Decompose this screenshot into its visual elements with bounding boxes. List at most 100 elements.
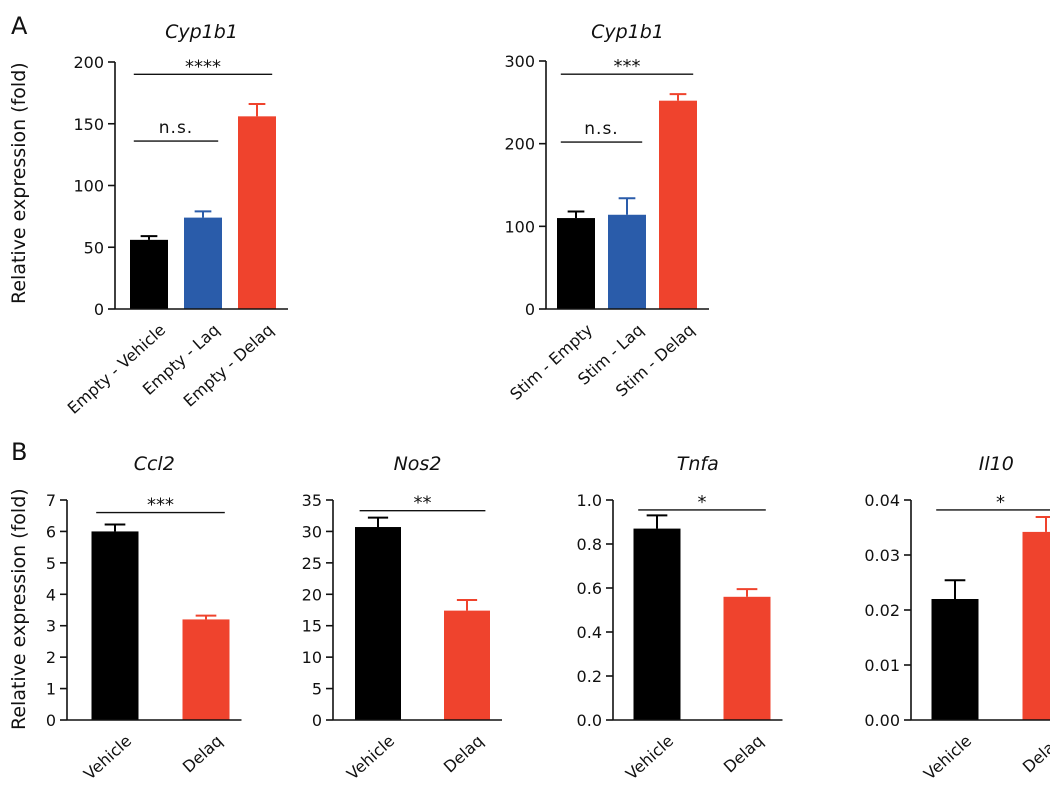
y-tick-label: 0 (94, 300, 104, 319)
error-bar (249, 104, 266, 116)
y-tick-label: 0.4 (577, 623, 602, 642)
panel-a-y-axis-label: Relative expression (fold) (8, 64, 32, 304)
bar-stim-laq (608, 215, 646, 309)
x-tick-label: Delaq (1019, 731, 1050, 776)
significance-label: n.s. (584, 119, 618, 139)
error-bar (568, 211, 585, 218)
y-tick-label: 0 (525, 300, 535, 319)
x-tick-label: Vehicle (80, 731, 135, 782)
y-tick-label: 3 (46, 617, 56, 636)
y-tick-label: 4 (46, 585, 56, 604)
panel-b-y-axis-label: Relative expression (fold) (8, 490, 32, 730)
error-bar (945, 580, 966, 599)
chart-title: Cyp1b1 (165, 21, 238, 43)
error-bar (141, 236, 158, 240)
bar-delaq (444, 611, 490, 720)
y-tick-label: 200 (73, 53, 104, 72)
y-tick-label: 7 (46, 491, 56, 510)
y-tick-label: 0 (46, 711, 56, 730)
chart-3: Ccl2 0 1 2 3 4 5 6 7 Vehicle Delaq *** (46, 453, 242, 782)
chart-6: Il10 0.00 0.01 0.02 0.03 0.04 Vehicle Delaq * (864, 453, 1050, 782)
bar-stim-empty (557, 218, 595, 309)
significance-label: *** (614, 56, 641, 77)
significance-label: *** (147, 495, 174, 516)
y-tick-label: 0.6 (577, 579, 602, 598)
y-tick-label: 5 (46, 554, 56, 573)
y-tick-label: 0.2 (577, 667, 602, 686)
y-tick-label: 0.00 (864, 711, 900, 730)
y-tick-label: 6 (46, 522, 56, 541)
error-bar (105, 525, 126, 532)
x-tick-label: Delaq (720, 731, 767, 776)
chart-title: Ccl2 (134, 453, 175, 475)
y-tick-label: 10 (302, 648, 322, 667)
x-tick-label: Delaq (440, 731, 487, 776)
y-tick-label: 100 (73, 177, 104, 196)
y-tick-label: 5 (312, 680, 322, 699)
error-bar (647, 515, 668, 528)
chart-title: Tnfa (677, 453, 719, 475)
bar-delaq (183, 619, 230, 720)
bar-empty-vehicle (130, 240, 168, 309)
significance-label: * (996, 492, 1005, 513)
y-tick-label: 150 (73, 115, 104, 134)
error-bar (737, 589, 758, 597)
x-tick-label: Vehicle (622, 731, 677, 782)
x-tick-label: Vehicle (343, 731, 398, 782)
bar-vehicle (92, 531, 139, 720)
y-tick-label: 0.0 (577, 711, 602, 730)
error-bar (670, 94, 687, 101)
y-tick-label: 0.8 (577, 535, 602, 554)
x-tick-label: Empty - Vehicle (64, 320, 169, 418)
error-bar (196, 616, 217, 620)
chart-4: Nos2 0 5 10 15 20 25 30 35 Vehicle Delaq ** (302, 453, 502, 782)
y-tick-label: 0.02 (864, 601, 900, 620)
bar-empty-laq (184, 218, 222, 309)
error-bar (457, 600, 477, 611)
y-tick-label: 2 (46, 648, 56, 667)
chart-title: Cyp1b1 (591, 21, 664, 43)
significance-label: * (698, 492, 707, 513)
bar-empty-delaq (238, 116, 276, 309)
bar-delaq (1023, 532, 1050, 720)
chart-title: Nos2 (394, 453, 442, 475)
y-tick-label: 0.03 (864, 546, 900, 565)
significance-label: n.s. (159, 118, 193, 138)
error-bar (368, 518, 388, 527)
y-tick-label: 300 (504, 52, 535, 71)
x-tick-label: Vehicle (920, 731, 975, 782)
y-tick-label: 100 (504, 217, 535, 236)
chart-title: Il10 (979, 453, 1014, 475)
error-bar (619, 198, 636, 215)
y-tick-label: 35 (302, 491, 322, 510)
y-tick-label: 50 (84, 238, 104, 257)
y-tick-label: 1.0 (577, 491, 602, 510)
y-tick-label: 1 (46, 680, 56, 699)
bar-vehicle (932, 599, 979, 720)
bar-stim-delaq (659, 101, 697, 309)
bar-vehicle (355, 527, 401, 720)
y-tick-label: 0.04 (864, 491, 900, 510)
significance-label: **** (185, 56, 221, 77)
y-tick-label: 200 (504, 135, 535, 154)
y-tick-label: 0 (312, 711, 322, 730)
x-tick-label: Delaq (179, 731, 226, 776)
y-tick-label: 20 (302, 585, 322, 604)
x-tick-label: Stim - Empty (506, 320, 596, 404)
error-bar (195, 211, 212, 217)
panel-letter-a: A (11, 12, 27, 40)
y-tick-label: 15 (302, 617, 322, 636)
significance-label: ** (414, 493, 432, 514)
error-bar (1036, 517, 1050, 532)
y-tick-label: 25 (302, 554, 322, 573)
panel-letter-b: B (11, 438, 27, 466)
y-tick-label: 0.01 (864, 656, 900, 675)
y-tick-label: 30 (302, 522, 322, 541)
bar-delaq (724, 597, 771, 720)
bar-vehicle (634, 529, 681, 720)
chart-5: Tnfa 0.0 0.2 0.4 0.6 0.8 1.0 Vehicle Delaq * (577, 453, 783, 782)
